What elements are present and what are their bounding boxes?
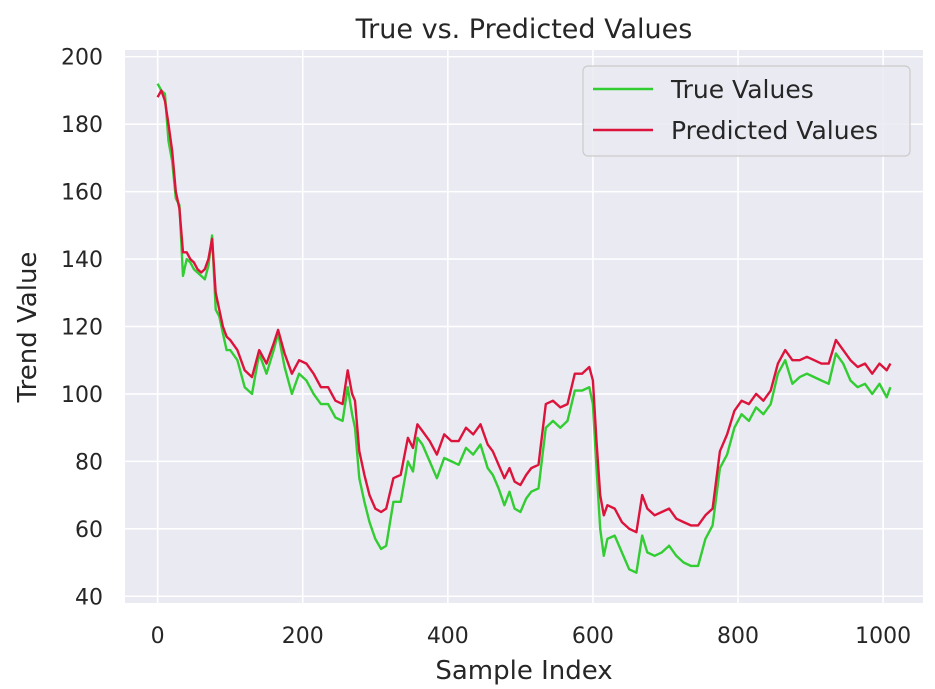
y-tick-label: 100 <box>61 383 103 408</box>
x-tick-label: 200 <box>282 624 324 649</box>
chart-title: True vs. Predicted Values <box>355 14 693 45</box>
y-tick-label: 200 <box>61 46 103 71</box>
grid-lines <box>125 50 923 603</box>
x-tick-label: 1000 <box>855 624 911 649</box>
true-values-line <box>156 83 892 574</box>
x-tick-label: 0 <box>151 624 165 649</box>
y-tick-labels: 40 60 80 100 120 140 160 180 200 <box>61 46 103 611</box>
y-tick-label: 140 <box>61 248 103 273</box>
x-tick-label: 800 <box>717 624 759 649</box>
x-axis-label: Sample Index <box>435 656 612 686</box>
predicted-values-line <box>156 89 892 534</box>
x-tick-label: 400 <box>427 624 469 649</box>
legend-label-predicted: Predicted Values <box>671 116 878 145</box>
x-tick-labels: 0 200 400 600 800 1000 <box>151 624 911 649</box>
series-layer <box>156 83 892 574</box>
y-tick-label: 40 <box>75 585 103 610</box>
x-tick-label: 600 <box>572 624 614 649</box>
legend: True Values Predicted Values <box>582 65 911 157</box>
legend-label-true: True Values <box>670 75 814 104</box>
legend-box <box>582 65 911 157</box>
y-tick-label: 60 <box>75 518 103 543</box>
y-tick-label: 180 <box>61 113 103 138</box>
y-axis-label: Trend Value <box>13 252 43 404</box>
y-tick-label: 80 <box>75 450 103 475</box>
y-tick-label: 120 <box>61 316 103 341</box>
y-tick-label: 160 <box>61 181 103 206</box>
